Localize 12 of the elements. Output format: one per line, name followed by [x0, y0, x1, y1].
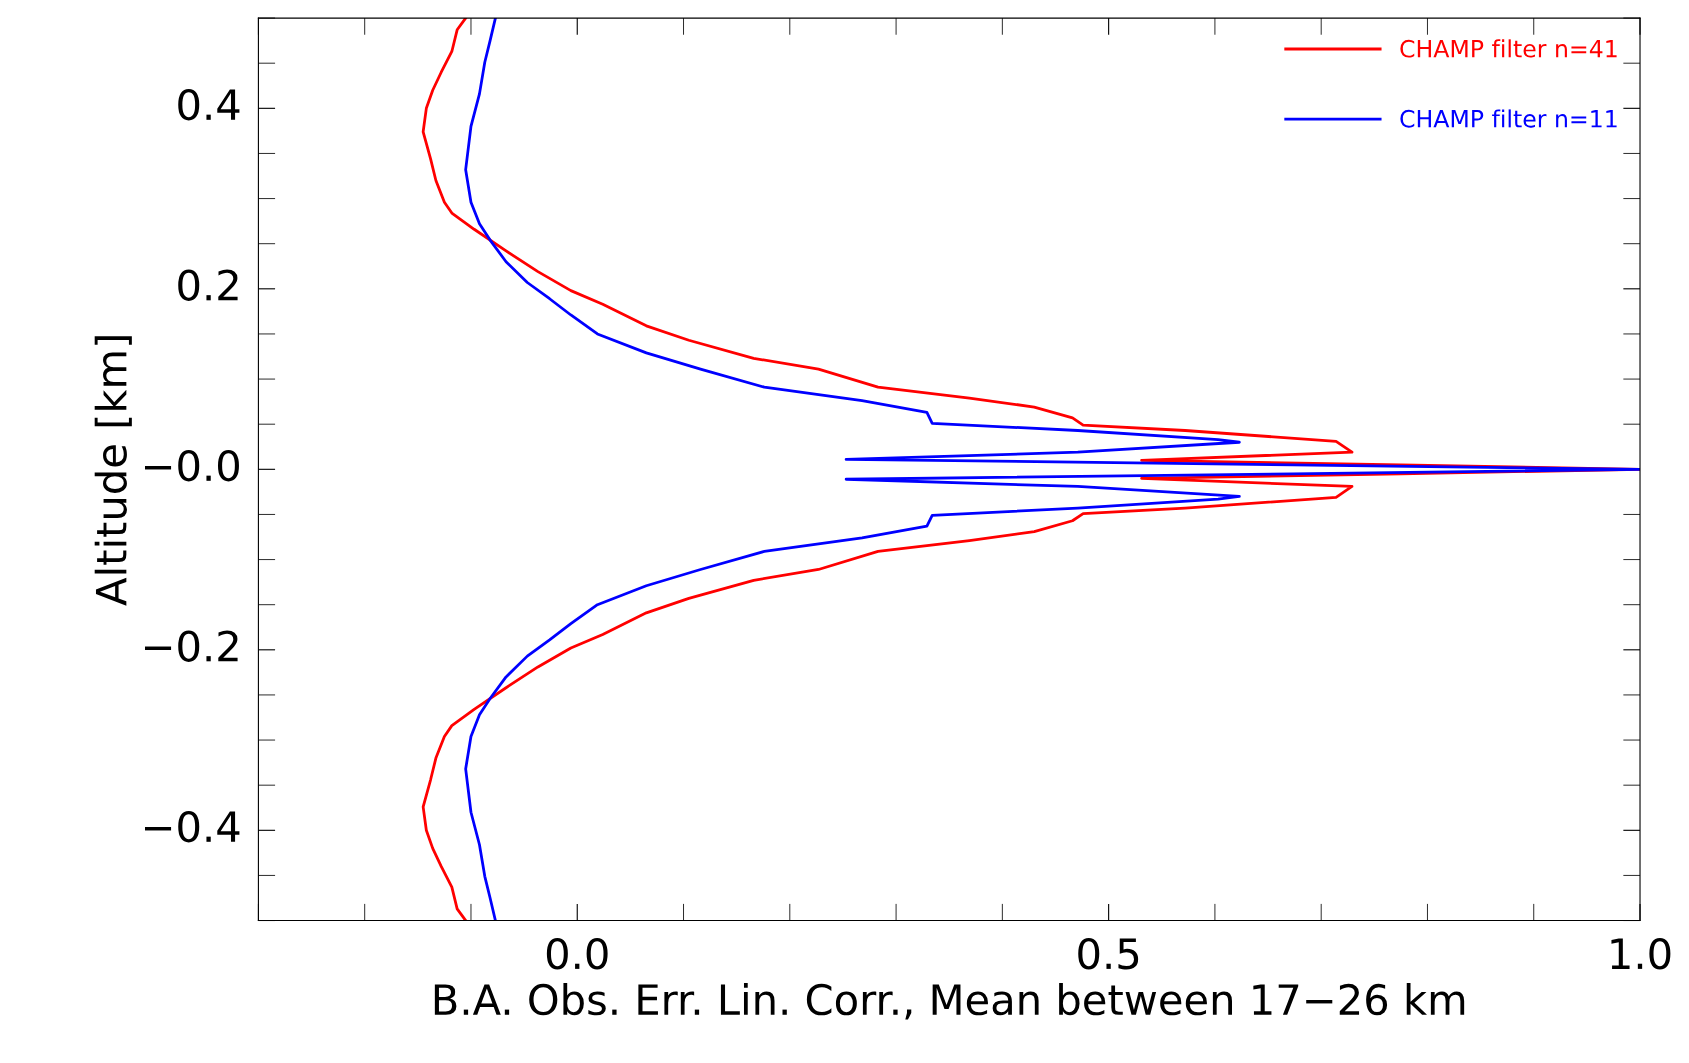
y-tick-label: −0.0 [144, 449, 239, 482]
legend-label: CHAMP filter n=11 [1400, 109, 1617, 128]
x-tick-label: 0.0 [546, 937, 608, 970]
y-axis-title: Altitude [km] [94, 336, 132, 606]
x-tick-label: 1.0 [1611, 937, 1671, 970]
y-tick-label: 0.2 [178, 269, 238, 301]
y-tick-label: 0.4 [178, 88, 240, 121]
x-tick-label: 0.5 [1078, 937, 1139, 970]
y-tick-label: −0.2 [144, 630, 238, 662]
y-tick-label: −0.4 [144, 810, 240, 843]
legend-label: CHAMP filter n=41 [1400, 39, 1617, 58]
x-axis-title: B.A. Obs. Err. Lin. Corr., Mean between 17−26 km [434, 983, 1465, 1020]
